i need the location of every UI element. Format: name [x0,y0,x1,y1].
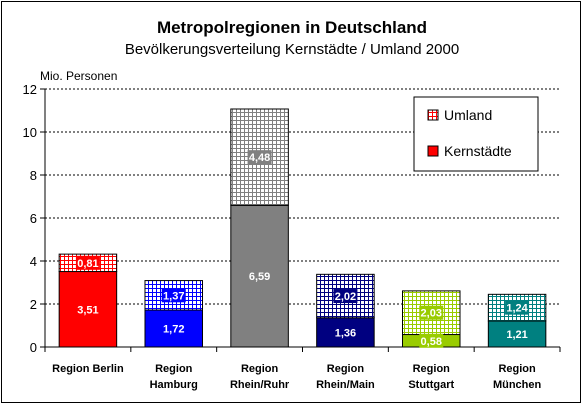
data-label-umland: 1,37 [163,290,184,302]
y-tick-label: 12 [23,82,37,97]
y-tick-label: 4 [30,254,37,269]
data-label-umland-bg [75,255,100,270]
legend-swatch-kernstaedte [427,145,439,157]
data-label-umland-bg [333,289,358,304]
x-category-label: Rhein/Main [316,379,375,391]
data-label-kernstaedte-bg [161,321,186,336]
data-label-umland-bg [161,288,186,303]
data-label-umland-bg [505,300,530,315]
data-label-kernstaedte-bg [333,325,358,340]
x-category-label: Region [155,363,193,375]
data-label-umland: 2,02 [335,291,356,303]
data-label-kernstaedte: 0,58 [421,336,442,348]
data-label-kernstaedte: 3,51 [77,304,98,316]
y-tick-label: 8 [30,168,37,183]
data-label-kernstaedte-bg [247,269,272,284]
data-label-kernstaedte-bg [419,333,444,348]
data-label-kernstaedte: 6,59 [249,271,270,283]
data-label-umland: 4,48 [249,152,270,164]
x-category-label: Region [327,363,365,375]
chart-subtitle: Bevölkerungsverteilung Kernstädte / Umla… [124,41,460,58]
legend-label-kernstaedte: Kernstädte [444,143,512,159]
legend-box [413,96,539,172]
data-label-kernstaedte-bg [75,302,100,317]
y-tick-label: 6 [30,211,37,226]
data-label-kernstaedte-bg [505,326,530,341]
legend-swatch-umland [427,109,439,121]
x-category-label: Region [413,363,451,375]
data-label-umland-bg [419,305,444,320]
data-label-umland: 2,03 [421,308,442,320]
data-label-umland-bg [247,150,272,165]
data-label-kernstaedte: 1,72 [163,324,184,336]
x-category-label: München [493,379,542,391]
y-tick-label: 0 [30,340,37,355]
chart-title: Metropolregionen in Deutschland [156,18,428,37]
y-tick-label: 2 [30,297,37,312]
data-label-kernstaedte: 1,36 [335,327,356,339]
data-label-umland: 0,81 [77,258,98,270]
x-category-label: Stuttgart [408,379,454,391]
x-category-label: Hamburg [150,379,198,391]
data-label-kernstaedte: 1,21 [506,329,527,341]
data-label-umland: 1,24 [506,303,528,315]
legend-label-umland: Umland [444,107,492,123]
x-category-label: Region [498,363,536,375]
y-axis-label: Mio. Personen [40,69,117,83]
y-tick-label: 10 [23,125,37,140]
x-category-label: Region [241,363,279,375]
x-category-label: Region Berlin [52,363,124,375]
x-category-label: Rhein/Ruhr [230,379,290,391]
